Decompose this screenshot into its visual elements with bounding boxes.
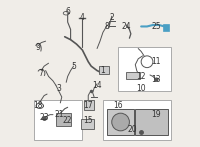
Text: 22: 22 [63, 116, 72, 125]
Text: 1: 1 [101, 66, 105, 75]
Circle shape [112, 113, 129, 131]
Text: 20: 20 [128, 125, 137, 134]
Text: 4: 4 [80, 13, 85, 22]
Text: 12: 12 [136, 72, 146, 81]
Bar [118, 47, 171, 91]
Text: 9: 9 [36, 42, 41, 52]
Text: 8: 8 [105, 22, 110, 31]
Bar [84, 100, 94, 110]
Bar [103, 100, 171, 140]
Text: 19: 19 [151, 110, 161, 119]
Text: 3: 3 [56, 84, 61, 93]
Text: 2: 2 [109, 13, 114, 22]
Bar [34, 100, 82, 140]
Text: 17: 17 [83, 101, 93, 110]
Text: 14: 14 [92, 81, 102, 90]
Text: 21: 21 [54, 110, 64, 119]
Bar [126, 72, 140, 79]
Text: 6: 6 [65, 7, 70, 16]
Text: 18: 18 [34, 101, 43, 110]
Text: 23: 23 [39, 113, 49, 122]
Bar [163, 24, 169, 31]
Text: 16: 16 [113, 101, 122, 110]
Bar [81, 119, 94, 129]
Text: 15: 15 [83, 116, 93, 125]
Bar [56, 113, 71, 126]
Text: 5: 5 [71, 62, 76, 71]
Text: 24: 24 [122, 22, 131, 31]
Text: 10: 10 [136, 84, 146, 93]
Bar [99, 66, 109, 74]
Text: 11: 11 [151, 57, 161, 66]
Text: 13: 13 [151, 75, 161, 84]
Text: 7: 7 [39, 69, 44, 78]
Bar [135, 109, 168, 135]
Text: 25: 25 [151, 22, 161, 31]
Bar [107, 109, 134, 135]
